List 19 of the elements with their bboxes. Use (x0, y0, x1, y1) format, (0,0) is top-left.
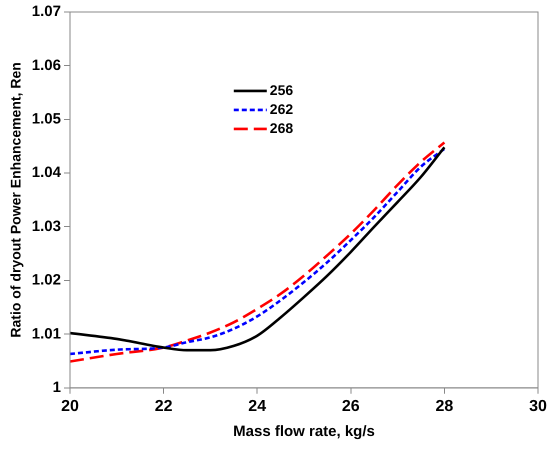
y-tick-label: 1.02 (32, 272, 61, 289)
y-tick-label: 1.07 (32, 3, 61, 20)
legend-label: 262 (270, 100, 294, 117)
y-tick-label: 1.01 (32, 325, 61, 342)
y-tick-label: 1 (52, 378, 61, 396)
legend-label: 256 (270, 82, 294, 98)
x-tick-label: 22 (154, 398, 173, 415)
legend-label: 268 (270, 120, 294, 136)
x-axis-title: Mass flow rate, kg/s (233, 423, 375, 440)
x-tick-label: 20 (61, 398, 79, 415)
y-axis-title: Ratio of dryout Power Enhancement, Ren (7, 62, 24, 338)
y-tick-label: 1.03 (32, 218, 61, 235)
y-tick-label: 1.04 (32, 164, 62, 182)
y-tick-label: 1.05 (32, 110, 61, 128)
x-tick-label: 24 (248, 398, 266, 415)
x-tick-label: 26 (342, 398, 360, 415)
x-tick-label: 30 (529, 398, 547, 415)
y-tick-label: 1.06 (32, 56, 61, 74)
x-tick-label: 28 (436, 398, 454, 415)
